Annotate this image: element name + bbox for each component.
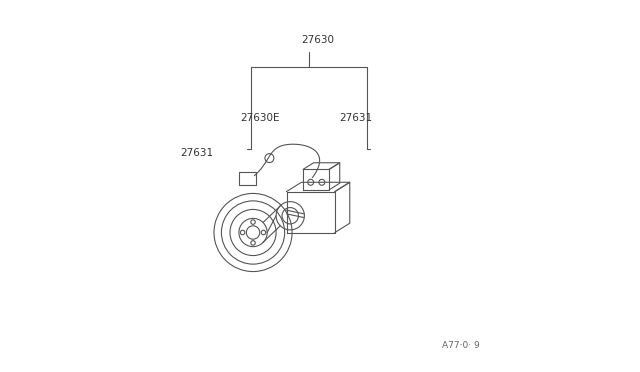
Text: 27631: 27631	[180, 148, 214, 158]
Text: A77⋅0· 9: A77⋅0· 9	[442, 341, 480, 350]
Text: 27631: 27631	[339, 113, 372, 123]
Text: 27630E: 27630E	[241, 113, 280, 123]
Text: 27630: 27630	[301, 35, 335, 45]
